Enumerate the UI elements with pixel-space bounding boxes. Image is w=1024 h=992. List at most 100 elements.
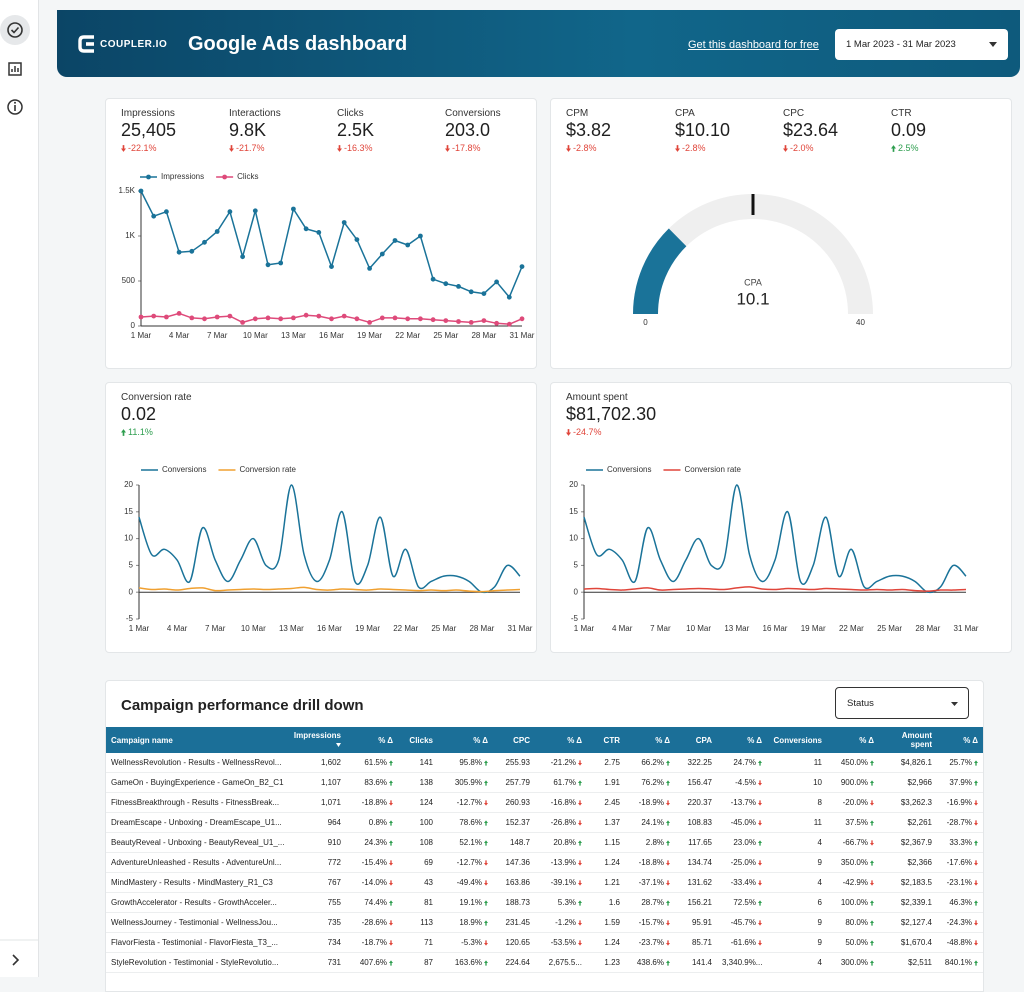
- cell: 33.3%: [937, 832, 983, 853]
- cell: 52.1%: [438, 832, 493, 853]
- cell-text: -13.9%: [550, 858, 576, 867]
- arrow-shape: [666, 840, 670, 846]
- arrow-shape: [578, 800, 582, 806]
- nav-info[interactable]: [7, 99, 23, 115]
- nav-reports[interactable]: [8, 62, 22, 76]
- cell-text: 1.37: [604, 818, 620, 827]
- cell: 152.37: [493, 812, 535, 833]
- column-header[interactable]: Impressions: [284, 727, 346, 753]
- data-point: [519, 264, 525, 269]
- expand-sidebar[interactable]: [12, 954, 20, 966]
- arrow-shape: [578, 880, 582, 886]
- column-header[interactable]: Amount spent: [879, 727, 937, 753]
- cell-text: 1.59: [604, 918, 620, 927]
- cell-text: -16.9%: [946, 798, 972, 807]
- data-point: [202, 316, 207, 322]
- column-header[interactable]: % Δ: [346, 727, 398, 753]
- cell-text: $2,183.5: [900, 878, 932, 887]
- cell-text: 85.71: [691, 938, 712, 947]
- scorecard-change: -22.1%: [128, 143, 157, 153]
- cell: 188.73: [493, 892, 535, 913]
- column-header[interactable]: % Δ: [827, 727, 879, 753]
- cell-text: DreamEscape - Unboxing - DreamEscape_U1.…: [111, 818, 282, 827]
- column-header[interactable]: CTR: [587, 727, 625, 753]
- scorecard-change-row: -2.8%: [675, 143, 730, 153]
- scorecard-label: CPA: [675, 108, 695, 119]
- arrow-down: [566, 144, 571, 152]
- data-point: [151, 313, 157, 319]
- scorecard-value: $10.10: [675, 120, 731, 140]
- cell-text: 255.93: [505, 758, 530, 767]
- cell-text: -5.3%: [461, 938, 482, 947]
- cell: 117.65: [675, 832, 717, 853]
- scorecard-value: $23.64: [783, 120, 839, 140]
- arrow-shape: [666, 920, 670, 926]
- cell: 9: [767, 852, 827, 873]
- nav-overview[interactable]: [7, 22, 23, 38]
- cell-text: 900.0%: [840, 778, 868, 787]
- cell-text: 735: [327, 918, 341, 927]
- cell-text: 4: [817, 958, 822, 967]
- column-header[interactable]: CPC: [493, 727, 535, 753]
- cell: 134.74: [675, 852, 717, 873]
- cell: -53.5%: [535, 932, 587, 953]
- arrow-shape: [870, 960, 874, 966]
- date-range-picker[interactable]: 1 Mar 2023 - 31 Mar 2023: [835, 29, 1008, 60]
- data-point: [303, 226, 309, 232]
- data-point: [430, 276, 436, 282]
- cell: 257.79: [493, 772, 535, 793]
- x-tick-label: 22 Mar: [839, 624, 864, 633]
- cell-text: -12.7%: [456, 798, 482, 807]
- column-header[interactable]: % Δ: [438, 727, 493, 753]
- column-header-label: % Δ: [859, 735, 874, 745]
- cell: 24.7%: [717, 753, 767, 773]
- cell-text: 1.24: [604, 938, 620, 947]
- arrow-down: [974, 940, 978, 946]
- column-header[interactable]: % Δ: [717, 727, 767, 753]
- column-header-label: % Δ: [963, 735, 978, 745]
- x-tick-label: 19 Mar: [357, 331, 382, 340]
- arrow-shape: [758, 940, 762, 946]
- cell: 78.6%: [438, 812, 493, 833]
- cell: 108: [398, 832, 438, 853]
- data-point: [214, 314, 220, 320]
- column-header[interactable]: Campaign name: [106, 727, 284, 753]
- cell-text: -24.3%: [946, 918, 972, 927]
- arrow-shape: [974, 880, 978, 886]
- data-point: [240, 320, 246, 325]
- cell-text: 350.0%: [840, 858, 868, 867]
- column-header[interactable]: % Δ: [937, 727, 983, 753]
- cell-text: $2,261: [907, 818, 932, 827]
- column-header[interactable]: Clicks: [398, 727, 438, 753]
- cell: 74.4%: [346, 892, 398, 913]
- arrow-up: [578, 840, 582, 846]
- cell-text: 407.6%: [359, 958, 387, 967]
- cell: 69: [398, 852, 438, 873]
- cell-text: 33.3%: [949, 838, 972, 847]
- cell-text: -42.9%: [842, 878, 868, 887]
- y-tick-label: 0: [131, 321, 136, 330]
- cell-text: 8: [817, 798, 822, 807]
- scorecard-change-row: 11.1%: [121, 427, 192, 437]
- cell: -18.7%: [346, 932, 398, 953]
- arrow-shape: [578, 900, 582, 906]
- column-header[interactable]: % Δ: [625, 727, 675, 753]
- column-header[interactable]: Conversions: [767, 727, 827, 753]
- cell: 224.64: [493, 952, 535, 973]
- status-filter[interactable]: Status: [835, 687, 969, 719]
- arrow-shape: [870, 820, 874, 826]
- arrow-shape: [666, 960, 670, 966]
- cell-text: 0.8%: [368, 818, 387, 827]
- cell: 61.5%: [346, 753, 398, 773]
- arrow-down: [578, 920, 582, 926]
- cell-text: 305.9%: [454, 778, 482, 787]
- arrow-shape: [229, 144, 234, 152]
- arrow-down: [389, 860, 393, 866]
- get-dashboard-link[interactable]: Get this dashboard for free: [688, 39, 819, 51]
- arrow-shape: [758, 920, 762, 926]
- column-header[interactable]: CPA: [675, 727, 717, 753]
- cell: 964: [284, 812, 346, 833]
- sidebar-icons: [0, 15, 38, 966]
- cell: $2,367.9: [879, 832, 937, 853]
- column-header[interactable]: % Δ: [535, 727, 587, 753]
